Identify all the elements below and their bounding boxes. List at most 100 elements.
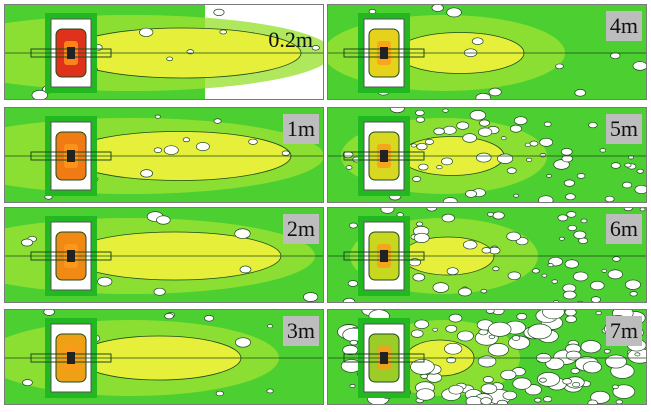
noise-speckle — [342, 151, 354, 159]
noise-speckle — [154, 114, 161, 119]
noise-speckle — [612, 256, 621, 262]
field-plot — [328, 310, 646, 404]
noise-speckle — [580, 340, 602, 354]
noise-speckle — [543, 396, 553, 403]
field-plot — [328, 5, 646, 99]
noise-speckle — [410, 143, 417, 148]
noise-speckle — [502, 390, 517, 401]
noise-speckle — [546, 173, 552, 178]
noise-speckle — [587, 399, 598, 404]
noise-speckle — [303, 292, 319, 302]
noise-speckle — [551, 279, 558, 284]
noise-speckle — [426, 208, 437, 212]
noise-speckle — [595, 310, 602, 316]
noise-speckle — [557, 214, 569, 222]
feed-point — [380, 250, 388, 262]
noise-speckle — [632, 61, 646, 71]
noise-speckle — [572, 381, 581, 388]
noise-speckle — [462, 133, 478, 143]
panel-4m: 4m — [327, 4, 647, 100]
noise-speckle — [487, 343, 509, 357]
noise-speckle — [547, 263, 554, 268]
noise-speckle — [97, 276, 113, 287]
noise-speckle — [562, 290, 577, 300]
panel-2m: 2m — [4, 207, 324, 303]
panel-6m: 6m — [327, 207, 647, 303]
noise-speckle — [433, 127, 445, 135]
noise-speckle — [480, 383, 498, 394]
distance-label: 0.2m — [268, 27, 313, 52]
noise-speckle — [611, 384, 619, 390]
noise-speckle — [509, 124, 523, 133]
noise-speckle — [580, 218, 588, 224]
noise-speckle — [615, 399, 623, 404]
distance-label: 6m — [605, 214, 642, 244]
noise-speckle — [465, 396, 483, 404]
noise-speckle — [562, 378, 572, 385]
noise-speckle — [477, 355, 497, 368]
noise-speckle — [487, 212, 494, 217]
feed-point — [67, 250, 75, 262]
noise-speckle — [389, 108, 405, 114]
noise-speckle — [590, 280, 605, 291]
noise-speckle — [555, 63, 564, 70]
noise-speckle — [539, 137, 554, 147]
noise-speckle — [604, 195, 615, 202]
noise-speckle — [139, 27, 154, 37]
noise-speckle — [469, 109, 487, 121]
noise-speckle — [513, 116, 528, 125]
noise-speckle — [412, 273, 426, 282]
noise-speckle — [485, 310, 495, 314]
noise-speckle — [624, 162, 632, 168]
noise-speckle — [564, 310, 577, 317]
noise-speckle — [182, 137, 190, 143]
noise-speckle — [412, 176, 422, 182]
noise-speckle — [588, 122, 598, 129]
feed-point — [67, 150, 75, 162]
noise-speckle — [239, 265, 252, 274]
noise-speckle — [22, 379, 33, 387]
noise-speckle — [441, 157, 453, 166]
noise-speckle — [380, 208, 395, 214]
panel-7m: 7m — [327, 309, 647, 405]
noise-speckle — [349, 339, 358, 346]
feed-point — [380, 47, 388, 59]
noise-speckle — [410, 359, 435, 375]
noise-speckle — [281, 150, 290, 156]
distance-label: 7m — [605, 316, 642, 346]
noise-speckle — [442, 108, 449, 113]
noise-speckle — [607, 269, 623, 280]
noise-speckle — [506, 231, 521, 242]
noise-speckle — [573, 271, 589, 282]
noise-speckle — [636, 168, 644, 174]
noise-speckle — [480, 397, 493, 404]
noise-speckle — [311, 45, 320, 51]
noise-speckle — [603, 349, 611, 354]
noise-speckle — [348, 222, 358, 229]
noise-speckle — [492, 211, 505, 220]
noise-speckle — [564, 259, 579, 269]
noise-speckle — [565, 315, 577, 323]
noise-speckle — [506, 167, 517, 174]
noise-speckle — [629, 291, 638, 297]
panel-3m: 3m — [4, 309, 324, 405]
noise-speckle — [511, 335, 521, 341]
noise-speckle — [448, 384, 464, 395]
noise-speckle — [416, 142, 428, 151]
noise-speckle — [442, 125, 457, 135]
noise-speckle — [488, 87, 502, 97]
noise-speckle — [481, 247, 492, 254]
noise-speckle — [553, 300, 559, 302]
noise-speckle — [475, 152, 492, 163]
field-plot — [5, 310, 323, 404]
noise-speckle — [605, 354, 627, 369]
noise-speckle — [456, 330, 474, 342]
noise-speckle — [456, 121, 470, 130]
noise-speckle — [542, 310, 565, 320]
noise-speckle — [431, 5, 444, 12]
noise-speckle — [441, 213, 455, 223]
noise-speckle — [582, 361, 602, 374]
noise-speckle — [475, 92, 491, 99]
distance-label: 4m — [605, 11, 642, 41]
